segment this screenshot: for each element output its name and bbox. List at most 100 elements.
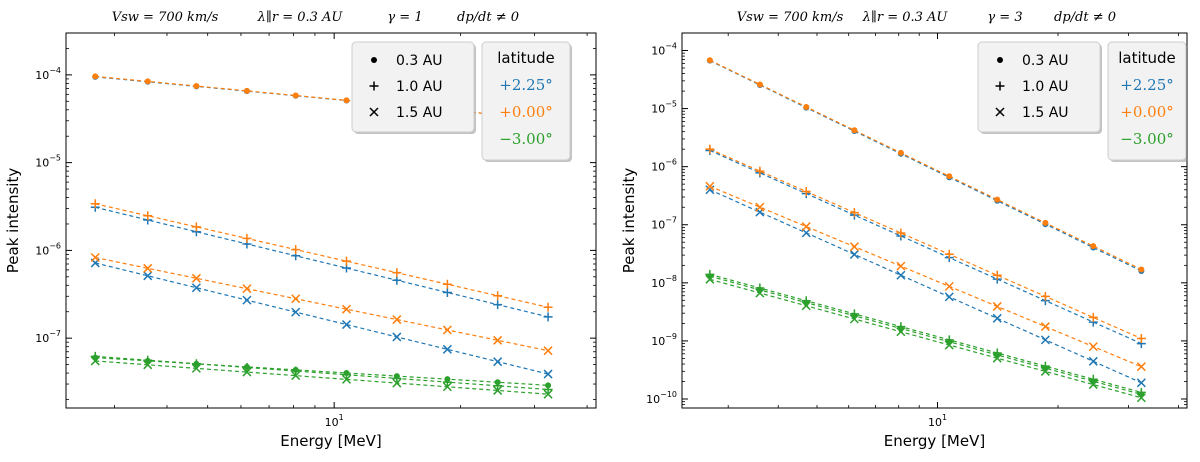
data-point-dot — [371, 57, 377, 63]
data-point-plus — [801, 186, 811, 196]
series-0.3AU--3.00° — [92, 354, 552, 389]
y-axis-label: Peak intensity — [620, 168, 638, 274]
data-point-dot — [193, 83, 200, 90]
data-point-dot — [706, 57, 713, 64]
data-point-plus — [849, 309, 859, 319]
legend-label: 1.0 AU — [1022, 79, 1069, 95]
data-point-plus — [191, 359, 201, 369]
data-point-cross — [1088, 342, 1098, 352]
series-line — [709, 278, 1142, 399]
tick-label: 10−6 — [35, 241, 61, 257]
tick-label: 101 — [325, 413, 344, 429]
chart-panel-2: Vsw = 700 km/s λ∥r = 0.3 AU γ = 3 dp/dt ≠ 0… — [620, 10, 1188, 450]
data-point-plus — [1088, 312, 1098, 322]
data-point-plus — [849, 208, 859, 218]
legend-title: latitude — [1118, 49, 1176, 67]
data-point-cross — [896, 261, 906, 271]
tick-label: 10−5 — [35, 154, 61, 170]
series-line — [95, 262, 549, 375]
chart-title-part: λ∥r = 0.3 AU — [862, 10, 949, 25]
series-line — [709, 273, 1142, 393]
data-point-dot — [292, 92, 299, 99]
series-line — [709, 60, 1142, 272]
data-point-cross — [944, 340, 954, 350]
series-0.3AU-+0.00° — [706, 57, 1145, 273]
x-axis-label: Energy [MeV] — [280, 432, 381, 450]
data-point-plus — [992, 270, 1002, 280]
legend-box — [977, 41, 1101, 133]
data-point-dot — [756, 81, 763, 88]
series-1.5AU-+2.25° — [90, 258, 553, 379]
series-line — [95, 360, 549, 395]
data-point-cross — [755, 288, 765, 298]
chart-title-part: Vsw = 700 km/s — [737, 10, 844, 25]
series-1.5AU-+2.25° — [705, 185, 1146, 388]
legend-label: 1.0 AU — [396, 79, 443, 95]
tick-label: 10−7 — [651, 216, 677, 232]
series-1.5AU-+0.00° — [705, 181, 1146, 372]
data-point-cross — [801, 301, 811, 311]
tick-label: 10−7 — [35, 329, 61, 345]
data-point-plus — [90, 351, 100, 361]
tick-label: 10−4 — [651, 41, 677, 57]
data-point-cross — [191, 273, 201, 283]
data-point-cross — [442, 325, 452, 335]
data-point-plus — [242, 362, 252, 372]
data-point-cross — [992, 313, 1002, 323]
data-point-plus — [291, 366, 301, 376]
data-point-cross — [90, 252, 100, 263]
legend-label: 1.5 AU — [1022, 105, 1069, 121]
plot-frame — [681, 32, 1188, 409]
data-point-plus — [1040, 361, 1050, 371]
data-point-cross — [291, 307, 301, 317]
data-point-plus — [369, 81, 379, 91]
series-line — [709, 59, 1142, 270]
data-point-cross — [242, 284, 252, 294]
data-point-plus — [755, 166, 765, 176]
data-point-plus — [392, 275, 402, 285]
data-point-cross — [90, 356, 100, 366]
data-point-cross — [143, 360, 153, 370]
data-point-plus — [291, 245, 301, 255]
series-line — [709, 189, 1142, 384]
data-point-plus — [755, 283, 765, 293]
tick-label: 10−8 — [651, 274, 677, 290]
data-point-plus — [442, 287, 452, 297]
data-point-cross — [995, 107, 1005, 117]
data-point-cross — [543, 389, 553, 399]
data-point-dot — [1138, 266, 1145, 273]
series-1.5AU--3.00° — [705, 274, 1146, 403]
data-point-plus — [896, 228, 906, 238]
data-point-cross — [1136, 362, 1146, 372]
series-line — [95, 256, 549, 352]
data-point-cross — [992, 353, 1002, 363]
data-point-plus — [493, 381, 503, 391]
data-point-plus — [944, 249, 954, 259]
data-point-cross — [392, 378, 402, 388]
data-point-plus — [342, 370, 352, 380]
data-point-cross — [896, 270, 906, 280]
legend-latitude-entry: +0.00° — [1120, 103, 1173, 121]
tick-label: 10−4 — [35, 66, 61, 82]
data-point-plus — [442, 279, 452, 289]
data-point-plus — [944, 335, 954, 345]
data-point-cross — [705, 274, 715, 284]
data-point-dot — [897, 149, 904, 156]
chart-title-part: Vsw = 700 km/s — [112, 10, 219, 25]
legend-latitude-entry: +2.25° — [499, 76, 552, 94]
data-point-plus — [705, 269, 715, 279]
series-1.5AU--3.00° — [90, 356, 553, 399]
data-point-cross — [341, 304, 352, 314]
data-point-cross — [1040, 335, 1050, 345]
data-point-dot — [92, 73, 99, 80]
series-line — [95, 206, 549, 318]
legend-latitude: latitude +2.25° +0.00° −3.00° — [1107, 41, 1188, 162]
chart-title-part: dp/dt ≠ 0 — [1054, 10, 1116, 25]
data-point-cross — [143, 263, 153, 273]
data-point-cross — [191, 283, 201, 293]
data-point-cross — [341, 320, 352, 330]
data-point-plus — [392, 268, 402, 278]
legend-label: 1.5 AU — [396, 105, 443, 121]
data-point-plus — [1088, 374, 1098, 384]
data-point-plus — [705, 144, 715, 154]
